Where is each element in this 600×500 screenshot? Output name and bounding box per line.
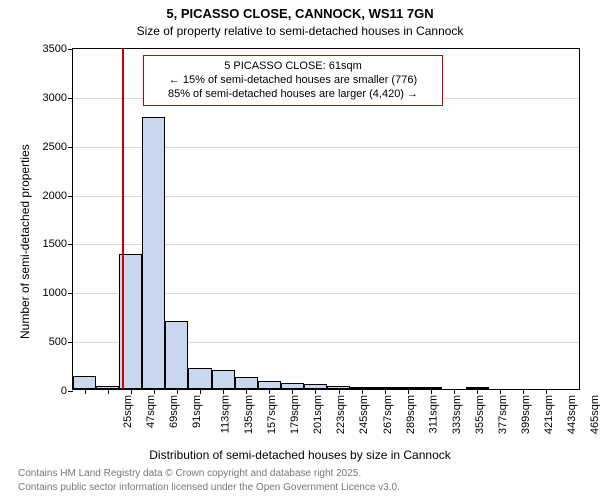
chart-title-line2: Size of property relative to semi-detach… <box>0 24 600 38</box>
x-tick-mark <box>246 389 247 394</box>
histogram-bar <box>165 321 188 389</box>
x-tick-mark <box>408 389 409 394</box>
x-tick-mark <box>85 389 86 394</box>
x-tick-label: 289sqm <box>405 395 417 434</box>
y-tick-label: 1000 <box>43 287 67 299</box>
x-tick-mark <box>477 389 478 394</box>
x-tick-label: 135sqm <box>243 395 255 434</box>
x-tick-label: 333sqm <box>451 395 463 434</box>
annotation-line: 85% of semi-detached houses are larger (… <box>148 88 438 102</box>
x-tick-mark <box>339 389 340 394</box>
y-axis-label: Number of semi-detached properties <box>18 144 32 339</box>
x-tick-label: 91sqm <box>191 395 203 428</box>
histogram-bar <box>73 376 96 389</box>
x-tick-mark <box>108 389 109 394</box>
x-tick-mark <box>454 389 455 394</box>
x-tick-mark <box>223 389 224 394</box>
x-tick-label: 443sqm <box>566 395 578 434</box>
x-axis-label: Distribution of semi-detached houses by … <box>0 448 600 462</box>
y-tick-label: 2500 <box>43 141 67 153</box>
y-tick-mark <box>68 98 73 99</box>
x-tick-mark <box>292 389 293 394</box>
plot-area: 5 PICASSO CLOSE: 61sqm← 15% of semi-deta… <box>72 48 580 390</box>
x-tick-mark <box>431 389 432 394</box>
y-tick-label: 3500 <box>43 43 67 55</box>
annotation-line: 5 PICASSO CLOSE: 61sqm <box>148 60 438 74</box>
x-tick-label: 465sqm <box>590 395 600 434</box>
x-tick-label: 157sqm <box>266 395 278 434</box>
footer-line-1: Contains HM Land Registry data © Crown c… <box>18 468 361 479</box>
x-tick-mark <box>546 389 547 394</box>
x-tick-label: 267sqm <box>382 395 394 434</box>
x-tick-label: 377sqm <box>497 395 509 434</box>
histogram-bar <box>258 381 281 389</box>
y-tick-label: 1500 <box>43 238 67 250</box>
annotation-line: ← 15% of semi-detached houses are smalle… <box>148 74 438 88</box>
x-tick-label: 201sqm <box>312 395 324 434</box>
y-tick-label: 2000 <box>43 190 67 202</box>
annotation-box: 5 PICASSO CLOSE: 61sqm← 15% of semi-deta… <box>143 55 443 106</box>
y-tick-mark <box>68 244 73 245</box>
x-tick-label: 399sqm <box>520 395 532 434</box>
histogram-bar <box>188 368 211 389</box>
x-tick-mark <box>131 389 132 394</box>
x-tick-mark <box>385 389 386 394</box>
y-tick-mark <box>68 196 73 197</box>
x-tick-label: 355sqm <box>474 395 486 434</box>
y-tick-label: 3000 <box>43 92 67 104</box>
footer-line-2: Contains public sector information licen… <box>18 482 400 493</box>
x-tick-label: 245sqm <box>359 395 371 434</box>
x-tick-label: 47sqm <box>145 395 157 428</box>
y-tick-label: 0 <box>61 385 67 397</box>
x-tick-label: 179sqm <box>289 395 301 434</box>
x-tick-label: 223sqm <box>336 395 348 434</box>
y-tick-mark <box>68 342 73 343</box>
x-tick-label: 25sqm <box>122 395 134 428</box>
y-tick-label: 500 <box>49 336 67 348</box>
y-tick-mark <box>68 293 73 294</box>
y-tick-mark <box>68 49 73 50</box>
x-tick-label: 421sqm <box>543 395 555 434</box>
y-tick-mark <box>68 391 73 392</box>
x-tick-mark <box>177 389 178 394</box>
histogram-bar <box>142 117 165 389</box>
x-tick-mark <box>200 389 201 394</box>
property-marker-line <box>122 49 124 389</box>
x-tick-mark <box>154 389 155 394</box>
x-tick-mark <box>269 389 270 394</box>
x-tick-mark <box>315 389 316 394</box>
histogram-bar <box>212 370 235 389</box>
x-tick-label: 311sqm <box>427 395 439 433</box>
x-tick-mark <box>523 389 524 394</box>
x-tick-mark <box>362 389 363 394</box>
y-tick-mark <box>68 147 73 148</box>
x-tick-label: 113sqm <box>219 395 231 433</box>
histogram-bar <box>235 377 258 389</box>
x-tick-mark <box>500 389 501 394</box>
chart-title-line1: 5, PICASSO CLOSE, CANNOCK, WS11 7GN <box>0 6 600 21</box>
chart-container: 5, PICASSO CLOSE, CANNOCK, WS11 7GN Size… <box>0 0 600 500</box>
x-tick-label: 69sqm <box>168 395 180 428</box>
